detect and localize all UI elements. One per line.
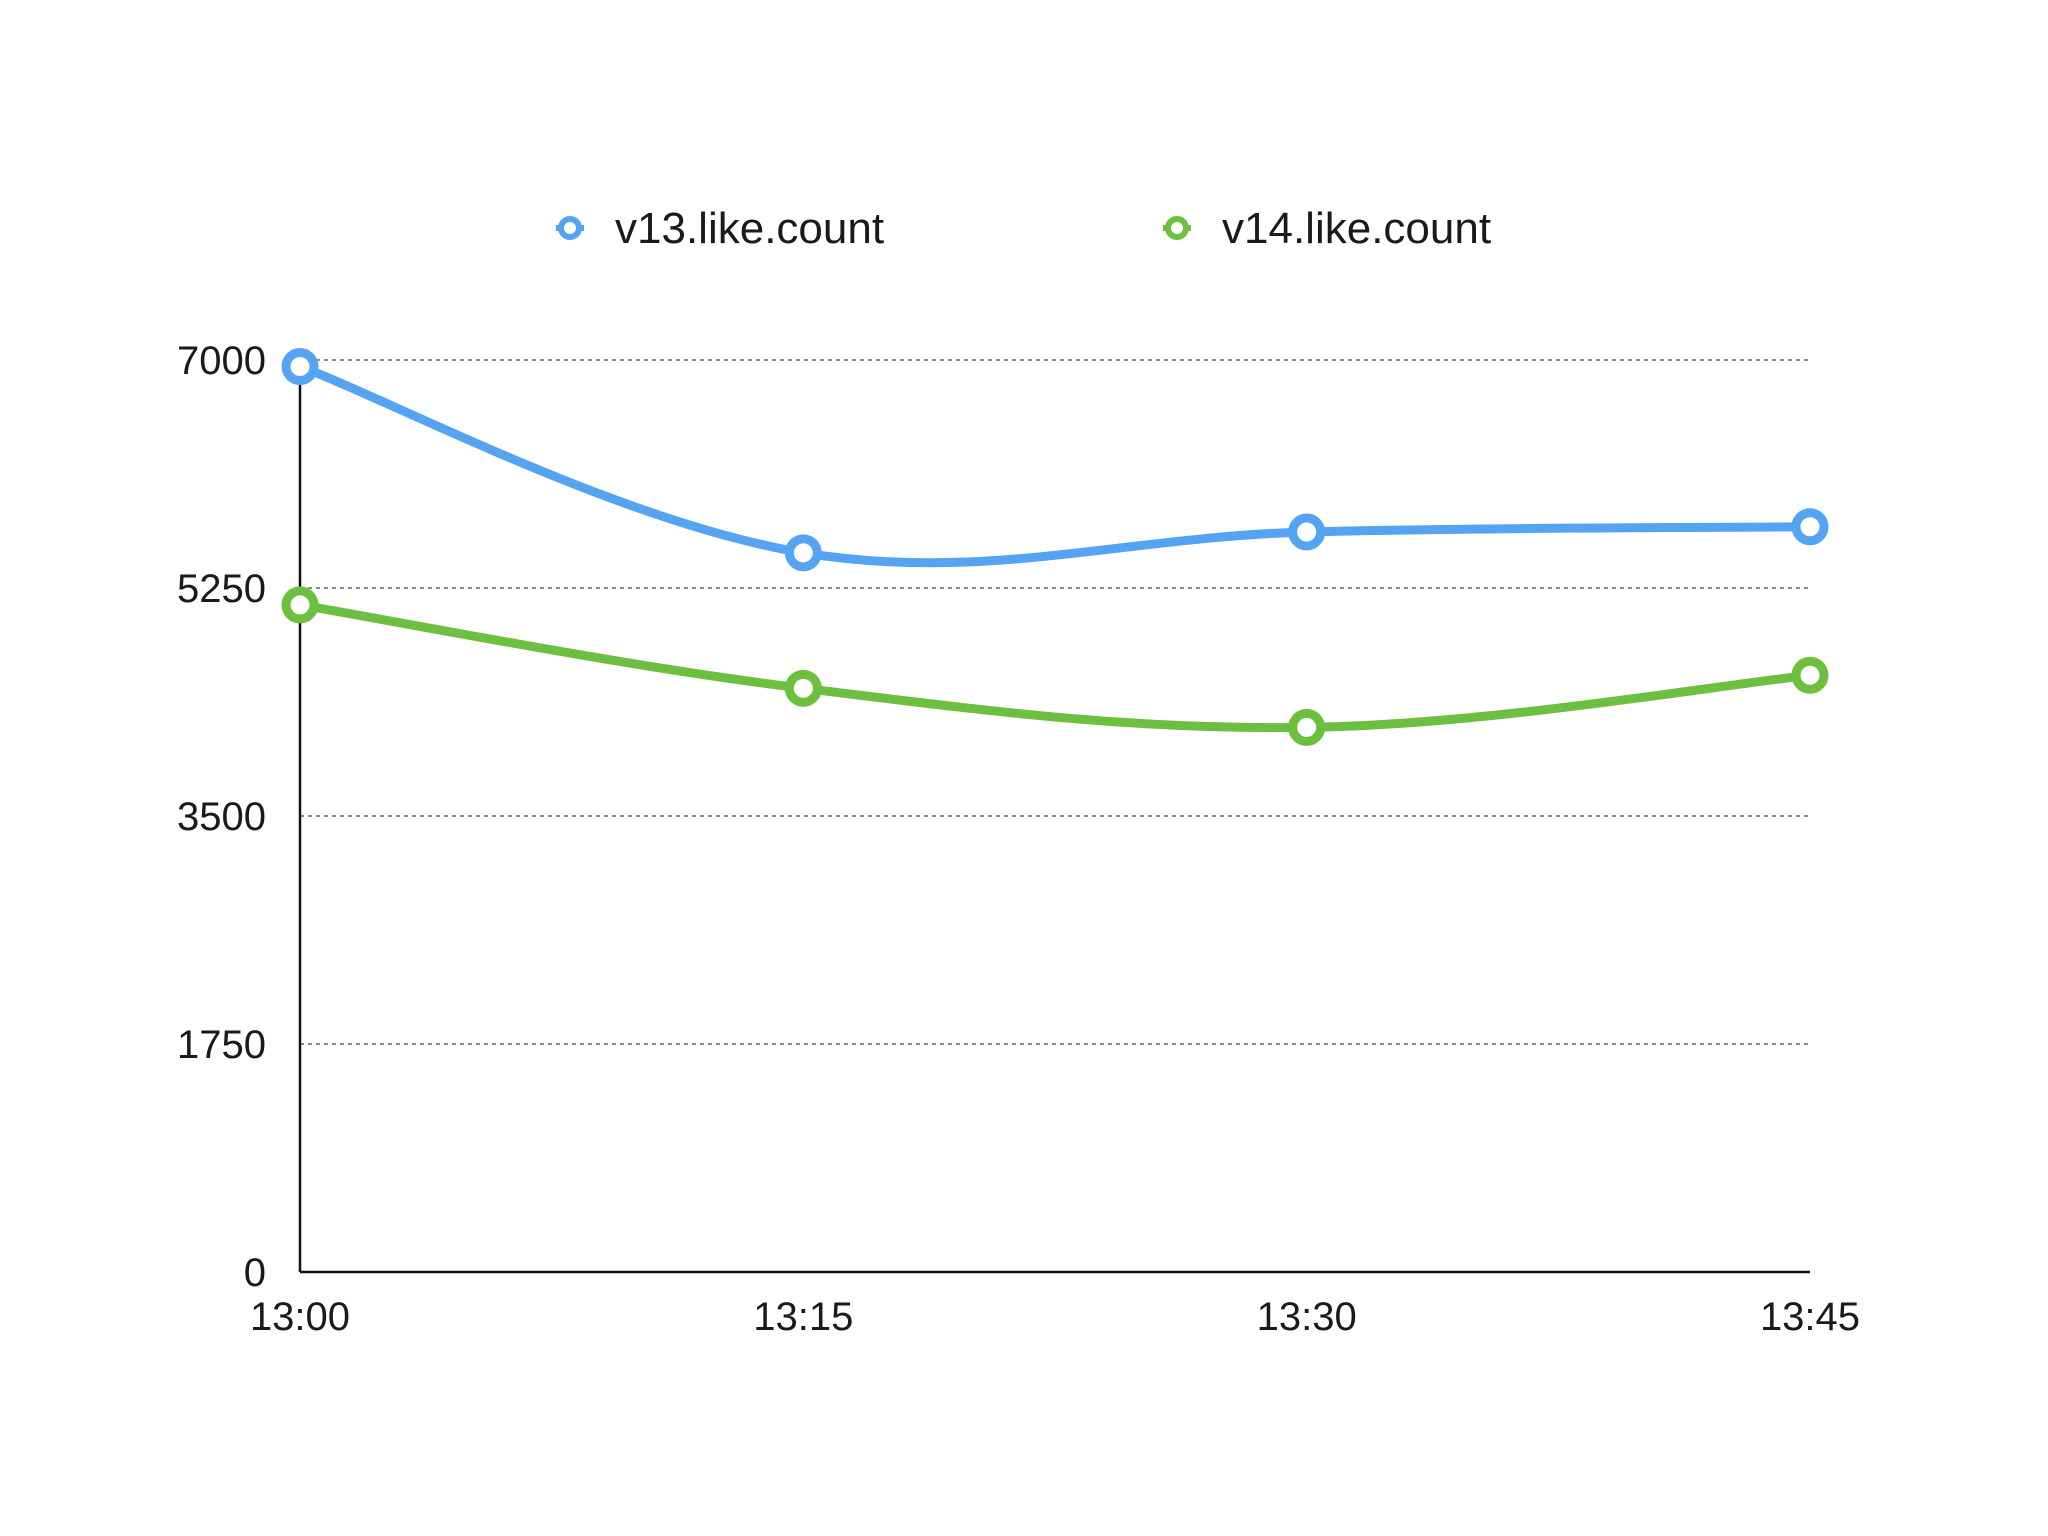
data-point[interactable]: [784, 669, 822, 707]
series-line-1: [295, 362, 1815, 568]
legend-item-1[interactable]: v13.like.count: [556, 204, 884, 253]
grid-layer: [300, 359, 1810, 1045]
y-tick-label: 5250: [177, 567, 266, 611]
legend-label: v13.like.count: [615, 204, 884, 253]
data-point[interactable]: [281, 586, 319, 624]
data-point[interactable]: [1791, 508, 1829, 546]
x-tick-label: 13:00: [250, 1295, 350, 1339]
series-layer: [281, 348, 1829, 746]
data-point[interactable]: [281, 348, 319, 386]
legend-item-2[interactable]: v14.like.count: [1163, 204, 1491, 253]
data-point[interactable]: [1791, 656, 1829, 694]
y-tick-label: 3500: [177, 795, 266, 839]
y-tick-label: 1750: [177, 1023, 266, 1067]
x-tick-label: 13:15: [753, 1295, 853, 1339]
y-tick-label: 0: [244, 1251, 266, 1295]
x-tick-label: 13:45: [1760, 1295, 1860, 1339]
series-line-2: [295, 600, 1815, 733]
legend: v13.like.count v14.like.count: [556, 204, 1491, 253]
axis-layer: 0 1750 3500 5250 7000 13:00 13:15 13:30 13:45: [177, 339, 1860, 1339]
data-point[interactable]: [784, 534, 822, 572]
legend-swatch-marker: [1165, 216, 1189, 240]
data-point[interactable]: [1288, 708, 1326, 746]
legend-label: v14.like.count: [1222, 204, 1491, 253]
x-tick-label: 13:30: [1257, 1295, 1357, 1339]
data-point[interactable]: [1288, 513, 1326, 551]
y-tick-label: 7000: [177, 339, 266, 383]
legend-swatch-marker: [558, 216, 582, 240]
